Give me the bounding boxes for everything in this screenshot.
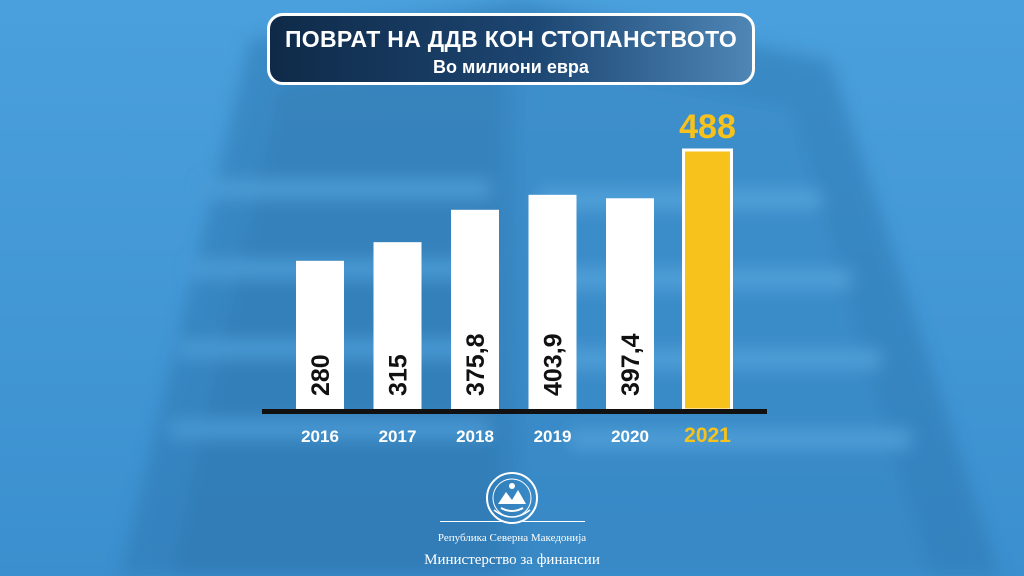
value-label-2021: 488: [679, 108, 736, 146]
x-tick-2016: 2016: [301, 427, 339, 446]
chart-title-box: ПОВРАТ НА ДДВ КОН СТОПАНСТВОТО Во милион…: [267, 13, 755, 85]
bar-2016: [296, 260, 344, 410]
value-label-2016: 280: [307, 354, 335, 396]
x-tick-2021: 2021: [684, 424, 731, 447]
chart-subtitle: Во милиони евра: [433, 57, 589, 77]
coat-of-arms-icon: [486, 472, 538, 524]
republic-name: Република Северна Македонија: [437, 532, 587, 544]
value-label-2019: 403,9: [540, 333, 568, 396]
x-axis-baseline: [262, 409, 767, 414]
bar-2021: [682, 148, 733, 412]
value-label-2020: 397,4: [617, 333, 645, 396]
bar-2019: [528, 194, 577, 410]
value-label-2018: 375,8: [462, 333, 490, 396]
chart-title: ПОВРАТ НА ДДВ КОН СТОПАНСТВОТО: [284, 26, 738, 52]
x-tick-2018: 2018: [456, 427, 494, 446]
footer-rule-left: [440, 521, 502, 522]
ministry-branding: Република Северна Македонија Министерств…: [400, 470, 624, 569]
bar-2017: [373, 242, 422, 410]
x-tick-2019: 2019: [534, 427, 572, 446]
bar-2020: [606, 198, 654, 410]
x-tick-2020: 2020: [611, 427, 649, 446]
footer-rule-right: [523, 521, 585, 522]
ministry-name: Министерство за финансии: [424, 552, 600, 568]
x-tick-2017: 2017: [379, 427, 417, 446]
bar-2018: [451, 209, 499, 410]
value-label-2017: 315: [385, 354, 413, 396]
